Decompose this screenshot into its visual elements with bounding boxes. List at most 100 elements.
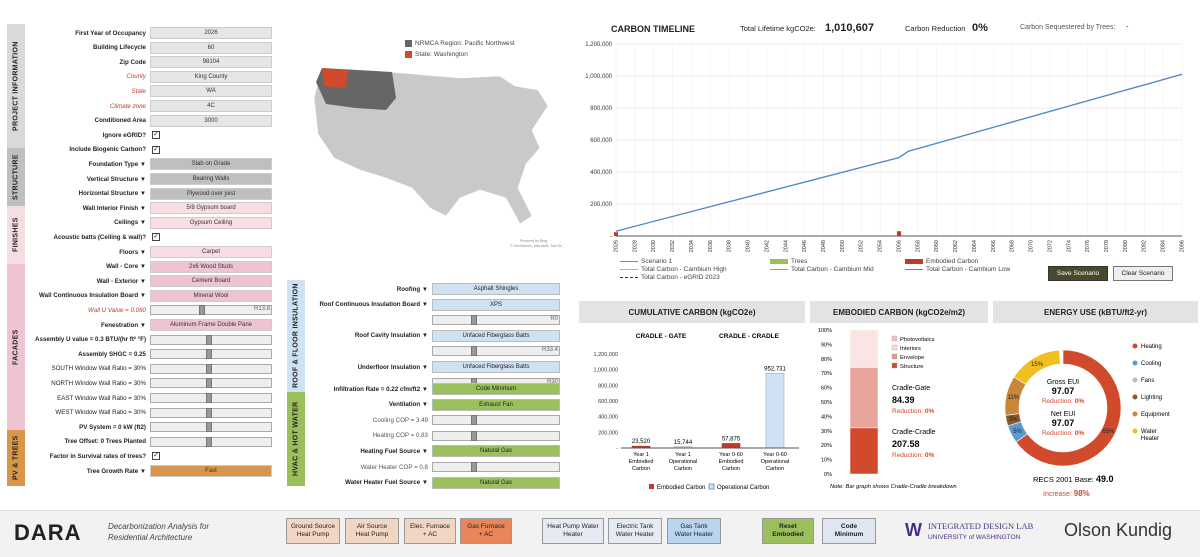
- finish-row-0-label: Wall Interior Finish ▼: [82, 204, 146, 212]
- legend-swatch: [1132, 377, 1138, 383]
- footer-button-label: Electric Tank Water Heater: [615, 523, 655, 538]
- project-row-1-value[interactable]: 60: [150, 41, 272, 54]
- finish-row-3-value[interactable]: Carpet: [150, 246, 272, 258]
- hvac-slider-3-slider[interactable]: [432, 430, 560, 441]
- legend-text: Fans: [1141, 378, 1154, 384]
- structure-row-2: Horizontal Structure ▼ Plywood over joist: [28, 187, 280, 201]
- hvac-slider-5-slider[interactable]: [432, 462, 560, 472]
- hvac-row-6-value[interactable]: Natural Gas: [432, 476, 560, 489]
- structure-row-1-label: Vertical Structure ▼: [86, 175, 146, 183]
- ignore-egrid-checkbox[interactable]: ✓: [152, 131, 160, 140]
- hvac-row-4: Heating Fuel Source ▼ Natural Gas: [304, 444, 566, 458]
- footer-button-2[interactable]: Elec. Furnace + AC: [404, 518, 456, 544]
- footer-button-4[interactable]: Heat Pump Water Heater: [542, 518, 604, 544]
- slider-thumb[interactable]: [199, 305, 205, 316]
- x-tick-label: 2086: [1179, 240, 1185, 252]
- project-row-6-value[interactable]: 3000: [150, 114, 272, 127]
- structure-row-2-value[interactable]: Plywood over joist: [150, 187, 272, 200]
- pv-system-slider[interactable]: [150, 422, 272, 433]
- hvac-slider-2-slider[interactable]: [432, 415, 560, 426]
- roof-r-2: R0: [304, 313, 566, 327]
- slider-thumb[interactable]: [206, 378, 213, 389]
- slider-thumb[interactable]: [206, 393, 213, 403]
- hvac-row-4-value[interactable]: Natural Gas: [432, 445, 560, 458]
- section-hvac-hot-water: HVAC & HOT WATER: [287, 392, 305, 486]
- ignore-egrid: Ignore eGRID? ✓: [28, 128, 280, 142]
- facade-row-2-value[interactable]: Mineral Wool: [150, 289, 272, 302]
- tree-survival-checkbox[interactable]: ✓: [152, 452, 160, 461]
- footer-button-label: Gas Furnace + AC: [467, 523, 505, 538]
- hvac-row-1-value[interactable]: Exhaust Fan: [432, 398, 560, 411]
- legend-swatch: [891, 335, 898, 342]
- tree-offset-slider[interactable]: [150, 436, 272, 447]
- clear-scenario-button[interactable]: Clear Scenario: [1113, 266, 1173, 281]
- olson-kundig-logo: Olson Kundig: [1064, 520, 1173, 540]
- legend-text: Envelope: [900, 355, 924, 361]
- tree-growth-value[interactable]: Fast: [150, 465, 272, 477]
- facade-row-1-value[interactable]: Cement Board: [150, 275, 272, 288]
- us-map[interactable]: Powered by Bing © GeoNames, Microsoft, T…: [300, 38, 564, 258]
- slider-thumb[interactable]: [206, 349, 213, 360]
- roof-r-2-slider[interactable]: R0: [432, 315, 560, 326]
- hvac-row-0-value[interactable]: Code Minimum: [432, 383, 560, 395]
- slider-thumb[interactable]: [470, 430, 477, 441]
- footer-button-1[interactable]: Air Source Heat Pump: [345, 518, 399, 544]
- structure-row-1-value[interactable]: Bearing Walls: [150, 173, 272, 185]
- slider-thumb[interactable]: [206, 334, 213, 345]
- footer-button-0[interactable]: Ground Source Heat Pump: [286, 518, 340, 544]
- slider-thumb[interactable]: [206, 407, 213, 418]
- y-tick-label: 400,000: [590, 170, 612, 176]
- slider-thumb[interactable]: [206, 436, 213, 447]
- roof-r-4: R33.4: [304, 344, 566, 358]
- slider-thumb[interactable]: [206, 363, 213, 374]
- timeline-title: CARBON TIMELINE: [611, 24, 695, 34]
- roof-r-4-slider[interactable]: R33.4: [432, 346, 560, 357]
- assembly-u-slider[interactable]: [150, 334, 272, 345]
- acoustic-batts-checkbox[interactable]: ✓: [152, 233, 160, 242]
- fenestration-label: Fenestration ▼: [101, 321, 146, 329]
- assembly-shgc-slider[interactable]: [150, 349, 272, 360]
- lifetime-label: Total Lifetime kgCO2e:: [740, 24, 816, 33]
- roof-row-0-value[interactable]: Asphalt Shingles: [432, 283, 560, 295]
- roof-r-2-rvalue: R0: [550, 316, 558, 323]
- project-row-2-value[interactable]: 98104: [150, 56, 272, 69]
- project-row-3-value[interactable]: King County: [150, 70, 272, 83]
- footer-button-8[interactable]: Code Minimum: [822, 518, 876, 544]
- fenestration-value[interactable]: Aluminum Frame Double Pane: [150, 319, 272, 331]
- legend-text: Scenario 1: [641, 258, 673, 265]
- facade-row-1-label: Wall - Exterior ▼: [96, 277, 146, 285]
- project-row-4-value[interactable]: WA: [150, 85, 272, 98]
- wwr-1-slider[interactable]: [150, 378, 272, 389]
- footer-button-6[interactable]: Gas Tank Water Heater: [667, 518, 721, 544]
- project-row-0-value[interactable]: 2026: [150, 27, 272, 39]
- roof-row-3-value[interactable]: Unfaced Fiberglass Batts: [432, 329, 560, 342]
- footer-button-7[interactable]: Reset Embodied: [762, 518, 814, 544]
- wwr-2-slider[interactable]: [150, 393, 272, 403]
- slider-thumb[interactable]: [470, 346, 477, 357]
- svg-text:Powered by Bing: Powered by Bing: [520, 239, 547, 243]
- wall-u-slider[interactable]: R13.8: [150, 305, 272, 316]
- slider-thumb[interactable]: [470, 315, 477, 326]
- include-biogenic-checkbox[interactable]: ✓: [152, 145, 160, 154]
- footer-button-3[interactable]: Gas Furnace + AC: [460, 518, 512, 544]
- wwr-3-slider[interactable]: [150, 407, 272, 418]
- y-tick-label: 1,200,000: [594, 352, 618, 358]
- slider-thumb[interactable]: [206, 422, 213, 433]
- slider-thumb[interactable]: [470, 415, 477, 426]
- structure-row-0-value[interactable]: Slab on Grade: [150, 158, 272, 171]
- sequestered-label: Carbon Sequestered by Trees:: [1020, 24, 1116, 31]
- footer-button-5[interactable]: Electric Tank Water Heater: [608, 518, 662, 544]
- finish-row-1-value[interactable]: Gypsum Ceiling: [150, 216, 272, 229]
- idl-label: INTEGRATED DESIGN LAB: [928, 521, 1034, 531]
- slider-thumb[interactable]: [470, 462, 477, 472]
- wwr-0-slider[interactable]: [150, 363, 272, 374]
- roof-row-5-value[interactable]: Unfaced Fiberglass Batts: [432, 361, 560, 373]
- finish-row-0-value[interactable]: 5/8 Gypsum board: [150, 202, 272, 215]
- roof-row-1-value[interactable]: XPS: [432, 298, 560, 311]
- facade-row-2: Wall Continuous Insulation Board ▼ Minera…: [28, 289, 280, 303]
- save-scenario-button[interactable]: Save Scenario: [1048, 266, 1108, 281]
- section-structure: STRUCTURE: [7, 148, 25, 206]
- project-row-5-value[interactable]: 4C: [150, 100, 272, 112]
- x-tick-label: 2066: [991, 240, 997, 252]
- facade-row-0-value[interactable]: 2x6 Wood Studs: [150, 260, 272, 273]
